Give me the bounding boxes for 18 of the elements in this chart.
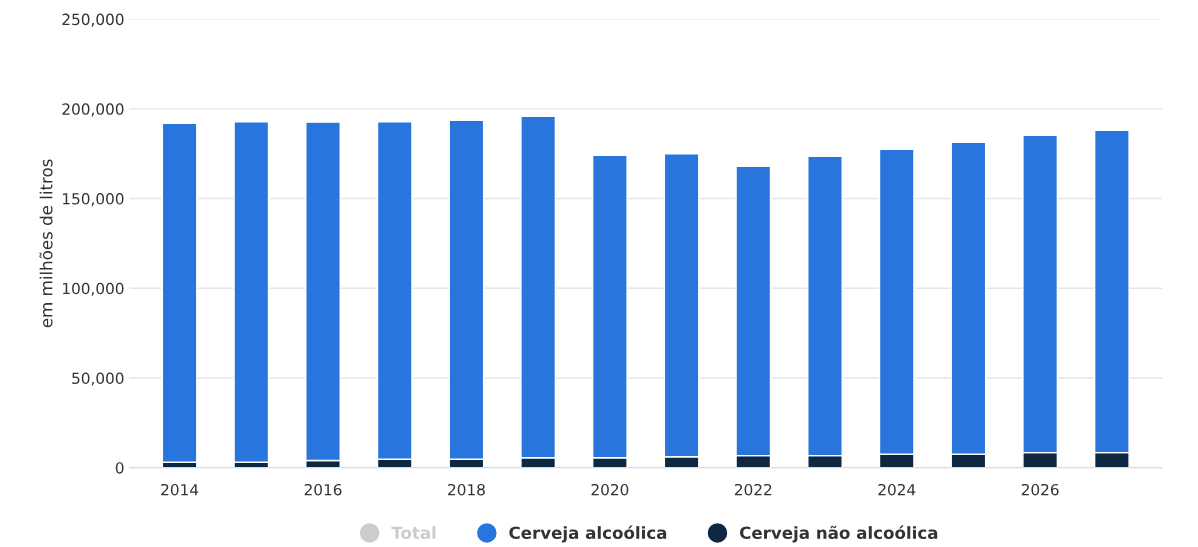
x-tick-label: 2026 xyxy=(1021,483,1059,496)
bar xyxy=(161,122,198,463)
x-tick-label: 2018 xyxy=(448,483,485,496)
y-tick-label: 150,000 xyxy=(63,193,124,207)
legend-label: Cerveja não alcoólica xyxy=(739,525,938,543)
y-tick-label: 50,000 xyxy=(72,372,124,386)
y-tick-label: 200,000 xyxy=(62,103,124,117)
y-axis-title: em milhões de litros xyxy=(39,159,53,328)
x-tick-label: 2014 xyxy=(161,483,199,496)
x-tick-label: 2022 xyxy=(734,483,772,496)
x-tick-label: 2016 xyxy=(304,483,342,496)
y-tick-label: 250,000 xyxy=(62,13,124,27)
x-tick-label: 2020 xyxy=(591,483,629,496)
y-tick-label: 0 xyxy=(115,462,124,474)
x-tick-label: 2024 xyxy=(878,483,916,496)
legend-label: Cerveja alcoólica xyxy=(509,525,667,543)
bar xyxy=(233,121,270,463)
y-tick-label: 100,000 xyxy=(63,282,124,296)
